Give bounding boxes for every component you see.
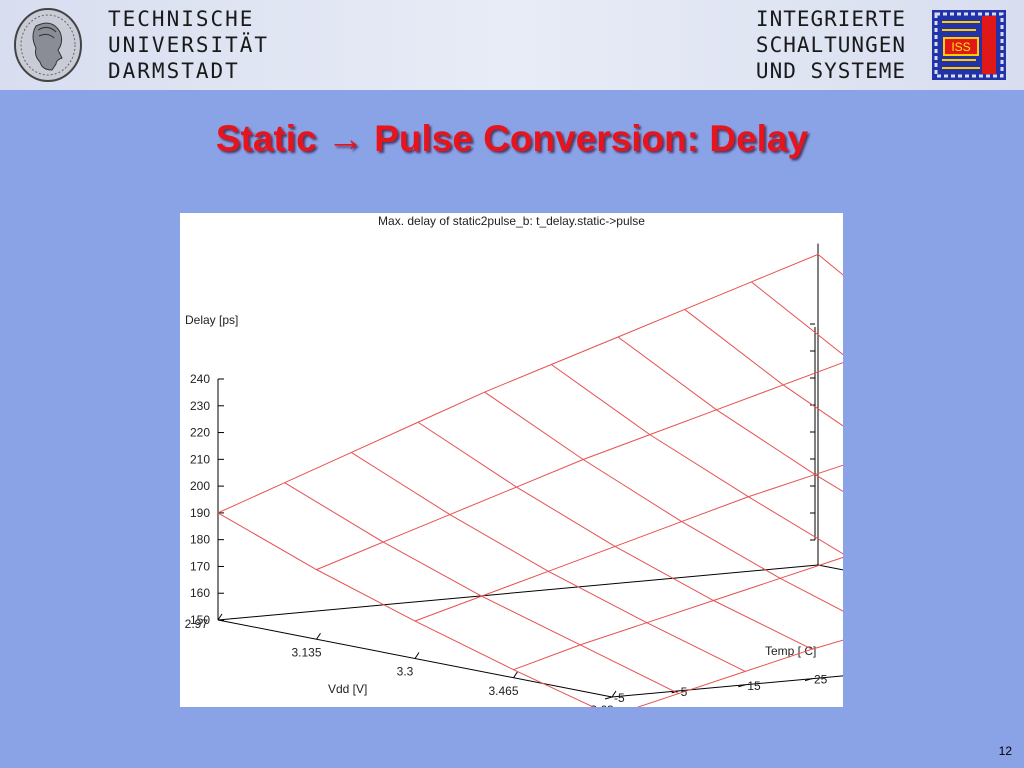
delay-tick-label: 190 bbox=[190, 506, 210, 520]
surface-line-temp bbox=[817, 253, 1024, 415]
iss-logo: ISS bbox=[932, 10, 1006, 80]
vdd-tick bbox=[611, 690, 617, 698]
delay-tick-label: 150 bbox=[190, 613, 210, 627]
institution-line: TECHNISCHE bbox=[108, 7, 255, 31]
surface-line-temp bbox=[351, 452, 746, 672]
surface-line-temp bbox=[484, 391, 879, 631]
surface-line-temp bbox=[284, 482, 679, 695]
institute-line: SCHALTUNGEN bbox=[755, 33, 906, 57]
vdd-tick-label: 3.63 bbox=[590, 703, 614, 707]
temp-axis-label: Temp [ C] bbox=[765, 644, 816, 658]
surface-line-vdd bbox=[316, 334, 917, 571]
institution-name-left: TECHNISCHE UNIVERSITÄT DARMSTADT bbox=[108, 6, 269, 84]
vdd-tick bbox=[414, 652, 420, 659]
delay-tick-label: 200 bbox=[190, 479, 210, 493]
slide-header: TECHNISCHE UNIVERSITÄT DARMSTADT INTEGRI… bbox=[0, 0, 1024, 90]
temp-tick bbox=[604, 696, 613, 700]
delay-tick-label: 170 bbox=[190, 559, 210, 573]
back-base-line bbox=[817, 564, 1024, 606]
delay-tick-label: 180 bbox=[190, 533, 210, 547]
vdd-tick bbox=[217, 613, 223, 621]
surface-line-temp bbox=[417, 421, 813, 650]
vdd-tick bbox=[316, 632, 321, 640]
surface-line-vdd bbox=[217, 253, 819, 514]
slide-title: Static → Pulse Conversion: Delay bbox=[215, 118, 809, 159]
surface-line-temp bbox=[217, 512, 613, 717]
left-base-line bbox=[217, 564, 819, 621]
institute-line: UND SYSTEME bbox=[755, 59, 906, 83]
surface-line-temp bbox=[551, 364, 946, 611]
temp-tick-label: 15 bbox=[747, 679, 761, 693]
temp-tick bbox=[804, 678, 813, 682]
institute-name-right: INTEGRIERTE SCHALTUNGEN UND SYSTEME bbox=[756, 6, 906, 84]
university-seal-logo bbox=[14, 8, 82, 82]
page-number: 12 bbox=[998, 744, 1012, 758]
delay-tick-label: 240 bbox=[190, 372, 210, 386]
chart-title: Max. delay of static2pulse_b: t_delay.st… bbox=[378, 214, 645, 228]
vdd-tick bbox=[513, 671, 518, 679]
surface-line-vdd bbox=[611, 586, 1024, 717]
delay-tick-label: 160 bbox=[190, 586, 210, 600]
surface-line-vdd bbox=[414, 407, 1016, 622]
institute-line: INTEGRIERTE bbox=[755, 7, 906, 31]
institution-line: UNIVERSITÄT bbox=[108, 33, 270, 57]
temp-tick bbox=[738, 684, 746, 688]
vdd-tick-label: 3.3 bbox=[397, 665, 414, 679]
vdd-axis-label: Vdd [V] bbox=[328, 682, 367, 696]
surface-plot: Max. delay of static2pulse_b: t_delay.st… bbox=[185, 214, 1024, 717]
delay-axis-label: Delay [ps] bbox=[185, 313, 238, 327]
vdd-tick-label: 3.465 bbox=[488, 684, 518, 698]
vdd-tick-label: 2.97 bbox=[185, 617, 209, 631]
delay-tick-label: 220 bbox=[190, 426, 210, 440]
delay-tick-label: 210 bbox=[190, 452, 210, 466]
delay-tick-label: 230 bbox=[190, 399, 210, 413]
vdd-tick-label: 3.135 bbox=[291, 645, 321, 659]
institution-line: DARMSTADT bbox=[108, 59, 240, 83]
iss-logo-text: ISS bbox=[951, 40, 970, 54]
chart-panel: Max. delay of static2pulse_b: t_delay.st… bbox=[180, 213, 1024, 717]
temp-tick-label: -5 bbox=[614, 691, 625, 705]
temp-tick-label: 25 bbox=[814, 673, 828, 687]
